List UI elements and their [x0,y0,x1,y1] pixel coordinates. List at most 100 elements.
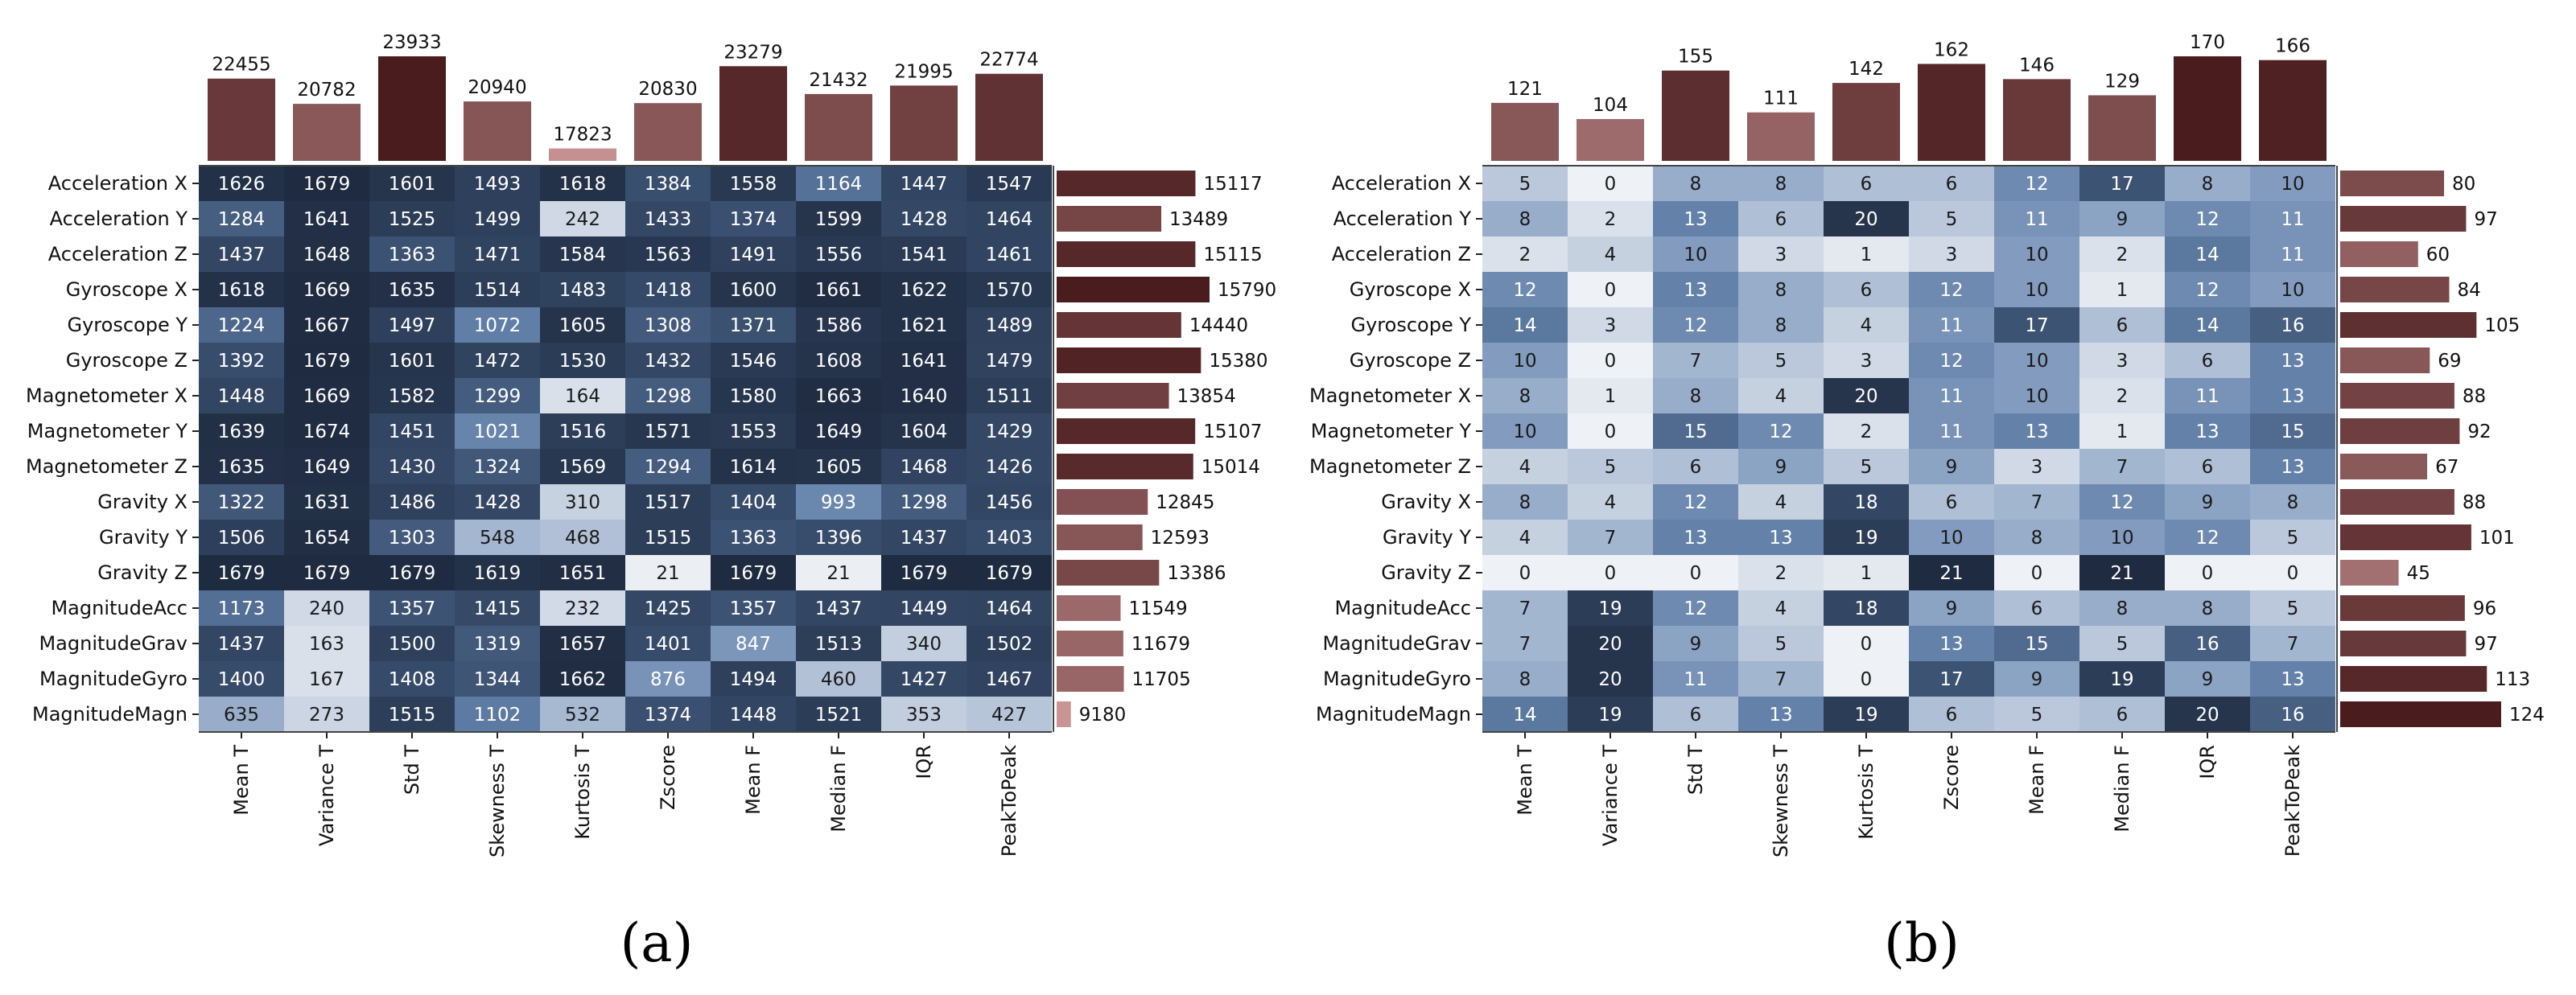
heatmap-cell [455,661,540,697]
heatmap-cell [1568,590,1653,626]
cell-value: 1472 [474,351,521,372]
row-total-bar [2340,489,2454,515]
cell-value: 1426 [986,457,1033,478]
cell-value: 1464 [986,598,1033,619]
heatmap-cell [1738,661,1824,697]
row-total-bar [2340,383,2454,409]
heatmap-cell [1568,555,1653,590]
heatmap-cell [2165,484,2250,520]
cell-value: 232 [565,598,600,619]
heatmap-cell [284,449,369,484]
heatmap-cell [2250,343,2335,378]
cell-value: 5 [1775,634,1787,655]
heatmap-cell [1568,307,1653,343]
row-total-bar [1057,454,1193,479]
cell-value: 1303 [389,528,436,549]
heatmap-cell [1482,236,1568,272]
heatmap-cell [1482,661,1568,697]
heatmap-cell [2165,590,2250,626]
row-total-label: 105 [2484,315,2520,336]
row-label: Gravity Z [97,561,188,584]
heatmap-cell [1653,236,1738,272]
cell-value: 0 [1690,563,1702,584]
heatmap-cell [1568,236,1653,272]
heatmap-cell [1909,201,1994,236]
cell-value: 1584 [559,245,607,265]
cell-value: 1164 [815,174,863,195]
cell-value: 13 [2195,421,2219,442]
cell-value: 1506 [218,528,266,549]
heatmap-cell [1994,413,2079,449]
cell-value: 1569 [559,457,607,478]
heatmap-cell [2079,236,2165,272]
heatmap-cell [1909,413,1994,449]
cell-value: 0 [1605,280,1617,301]
heatmap-cell [967,555,1052,590]
cell-value: 548 [480,528,515,549]
row-total-label: 9180 [1079,705,1127,726]
heatmap-cell [1568,413,1653,449]
column-label: Mean F [742,745,765,815]
heatmap-cell [1824,626,1909,661]
heatmap-cell [2079,201,2165,236]
cell-value: 1649 [815,421,863,442]
heatmap-cell [2165,201,2250,236]
cell-value: 1640 [901,386,948,407]
cell-value: 8 [1519,669,1531,690]
cell-value: 14 [2195,245,2219,265]
cell-value: 1502 [986,634,1033,655]
heatmap-cell [199,378,284,413]
heatmap-cell [369,484,455,520]
cell-value: 1486 [389,492,436,513]
cell-value: 16 [2281,315,2304,336]
cell-value: 10 [1513,421,1536,442]
cell-value: 1667 [303,315,351,336]
heatmap-cell [1909,520,1994,555]
cell-value: 13 [2281,457,2304,478]
heatmap-cell [1482,413,1568,449]
heatmap-cell [2165,307,2250,343]
cell-value: 1468 [901,457,948,478]
cell-value: 14 [1513,315,1536,336]
column-label: Median F [2111,745,2133,833]
column-total-label: 146 [2019,55,2055,76]
heatmap-cell [369,343,455,378]
heatmap-cell [625,201,711,236]
heatmap-cell [1994,343,2079,378]
column-total-bar [464,101,531,161]
heatmap-cell [1909,555,1994,590]
heatmap-cell [1738,590,1824,626]
cell-value: 1679 [303,563,351,584]
cell-value: 4 [1605,492,1617,513]
heatmap-cell [881,166,967,201]
cell-value: 460 [821,669,856,690]
heatmap-cell [796,272,881,307]
cell-value: 5 [1605,457,1617,478]
cell-value: 1570 [986,280,1033,301]
row-label: Gravity Y [1383,526,1471,549]
column-label: Mean T [230,745,253,816]
row-total-bar [1057,383,1169,409]
heatmap-cell [2250,697,2335,732]
heatmap-cell [199,307,284,343]
heatmap-cell [967,272,1052,307]
row-label: Acceleration Y [1333,208,1472,230]
heatmap-cell [284,307,369,343]
heatmap-cell [881,236,967,272]
cell-value: 11 [2281,209,2304,230]
row-total-bar [2340,312,2477,338]
cell-value: 1641 [303,209,351,230]
cell-value: 1 [2116,280,2129,301]
cell-value: 2 [2116,245,2129,265]
heatmap-cell [1738,166,1824,201]
cell-value: 20 [2195,705,2219,726]
row-label: Gyroscope Y [1351,314,1472,336]
heatmap-cell [2079,413,2165,449]
column-total-label: 22455 [212,55,270,76]
heatmap-cell [369,201,455,236]
cell-value: 13 [2281,669,2304,690]
heatmap-cell [455,449,540,484]
cell-value: 167 [309,669,344,690]
cell-value: 1403 [986,528,1033,549]
heatmap-cell [1653,555,1738,590]
